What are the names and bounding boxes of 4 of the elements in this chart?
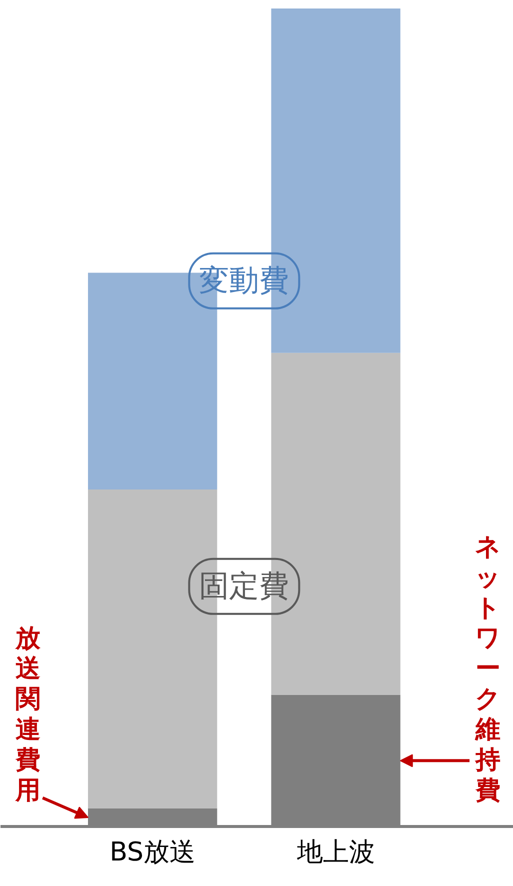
x-tick-label: 地上波 — [296, 838, 375, 868]
text: ネットワーク維持費 — [474, 532, 501, 804]
annotation: 放送関連費用 — [14, 623, 42, 804]
x-tick-label: BS放送 — [110, 838, 196, 868]
